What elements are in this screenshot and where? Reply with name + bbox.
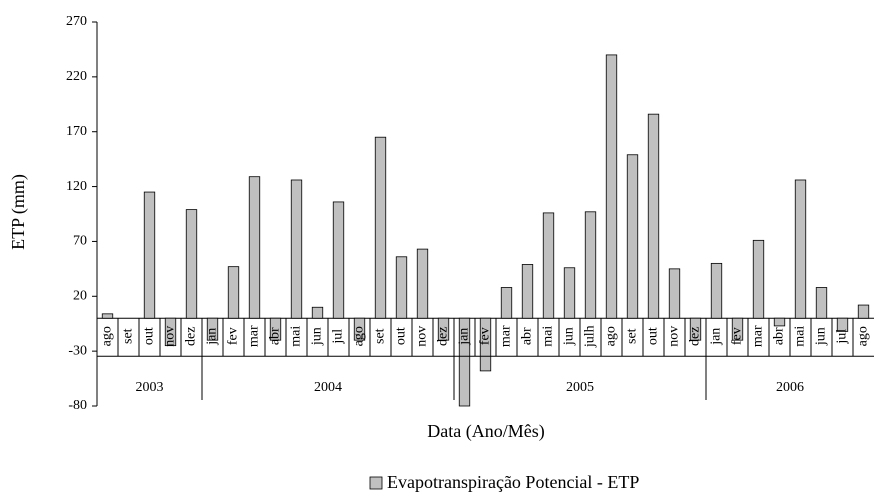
x-tick-label: jul bbox=[331, 329, 346, 345]
y-tick-label: 120 bbox=[66, 179, 87, 194]
bar bbox=[395, 256, 408, 319]
bar bbox=[143, 191, 156, 319]
bar bbox=[101, 313, 114, 319]
legend-label: Evapotranspiração Potencial - ETP bbox=[387, 472, 639, 492]
y-tick-label: -30 bbox=[68, 343, 87, 358]
x-tick-label: dez bbox=[184, 327, 199, 346]
bar bbox=[710, 262, 723, 319]
x-tick-label: mar bbox=[751, 325, 766, 347]
bar bbox=[836, 317, 849, 332]
bar bbox=[563, 267, 576, 319]
x-tick-label: fev bbox=[226, 327, 241, 345]
x-tick-label: mar bbox=[499, 325, 514, 347]
bar bbox=[773, 317, 786, 327]
x-tick-label: out bbox=[394, 327, 409, 345]
bar bbox=[248, 176, 261, 319]
x-tick-label: jul bbox=[835, 329, 850, 345]
x-tick-label: out bbox=[142, 327, 157, 345]
bar bbox=[185, 209, 198, 319]
x-tick-label: jan bbox=[457, 328, 472, 346]
bar bbox=[521, 264, 534, 319]
bar bbox=[206, 317, 219, 341]
x-tick-label: julh bbox=[583, 325, 598, 348]
year-label: 2003 bbox=[136, 380, 164, 395]
bar bbox=[794, 179, 807, 319]
x-tick-label: jan bbox=[709, 328, 724, 346]
x-tick-label: ago bbox=[856, 326, 871, 346]
x-tick-label: out bbox=[646, 327, 661, 345]
year-label: 2006 bbox=[776, 380, 804, 395]
bar bbox=[752, 239, 765, 319]
bar bbox=[458, 317, 471, 407]
x-tick-label: fev bbox=[730, 327, 745, 345]
year-label: 2004 bbox=[314, 380, 342, 395]
y-tick-label: 20 bbox=[73, 289, 87, 304]
x-tick-label: dez bbox=[436, 327, 451, 346]
x-tick-label: nov bbox=[667, 326, 682, 347]
x-tick-label: ago bbox=[604, 326, 619, 346]
bar bbox=[689, 317, 702, 341]
x-tick-label: nov bbox=[415, 326, 430, 347]
bar bbox=[479, 317, 492, 372]
bar bbox=[416, 248, 429, 319]
x-tick-label: mar bbox=[247, 325, 262, 347]
year-label: 2005 bbox=[566, 380, 594, 395]
x-tick-label: jan bbox=[205, 328, 220, 346]
x-tick-label: set bbox=[373, 328, 388, 344]
x-tick-label: nov bbox=[163, 326, 178, 347]
y-tick-label: 220 bbox=[66, 69, 87, 84]
x-tick-label: abr bbox=[268, 327, 283, 345]
x-tick-label: mai bbox=[541, 326, 556, 347]
bar bbox=[605, 54, 618, 319]
y-tick-label: -80 bbox=[68, 398, 87, 413]
x-tick-label: mai bbox=[289, 326, 304, 347]
bar bbox=[290, 179, 303, 319]
bar bbox=[584, 211, 597, 319]
bar bbox=[164, 317, 177, 347]
bar bbox=[857, 304, 870, 319]
x-tick-label: jun bbox=[562, 327, 577, 346]
x-tick-label: set bbox=[625, 328, 640, 344]
y-tick-label: 270 bbox=[66, 14, 87, 29]
y-tick-label: 170 bbox=[66, 124, 87, 139]
bar bbox=[647, 113, 660, 319]
x-tick-label: jun bbox=[814, 327, 829, 346]
y-axis-title: ETP (mm) bbox=[8, 174, 29, 250]
x-tick-label: fev bbox=[478, 327, 493, 345]
bar bbox=[542, 212, 555, 319]
bar bbox=[500, 287, 513, 319]
legend-swatch bbox=[369, 476, 383, 490]
x-tick-label: abr bbox=[520, 327, 535, 345]
x-tick-label: abr bbox=[772, 327, 787, 345]
bar bbox=[437, 317, 450, 341]
bar bbox=[311, 306, 324, 319]
bar bbox=[374, 136, 387, 319]
x-tick-label: dez bbox=[688, 327, 703, 346]
x-tick-label: jun bbox=[310, 327, 325, 346]
x-tick-label: set bbox=[121, 328, 136, 344]
x-axis-title: Data (Ano/Mês) bbox=[427, 421, 544, 442]
x-tick-label: ago bbox=[100, 326, 115, 346]
bar bbox=[626, 154, 639, 319]
y-tick-label: 70 bbox=[73, 234, 87, 249]
bar bbox=[269, 317, 282, 341]
x-tick-label: mai bbox=[793, 326, 808, 347]
bar bbox=[668, 268, 681, 319]
bar bbox=[332, 201, 345, 319]
bar bbox=[227, 266, 240, 319]
bar bbox=[815, 287, 828, 319]
x-tick-label: ago bbox=[352, 326, 367, 346]
bar bbox=[353, 317, 366, 341]
bar bbox=[731, 317, 744, 341]
